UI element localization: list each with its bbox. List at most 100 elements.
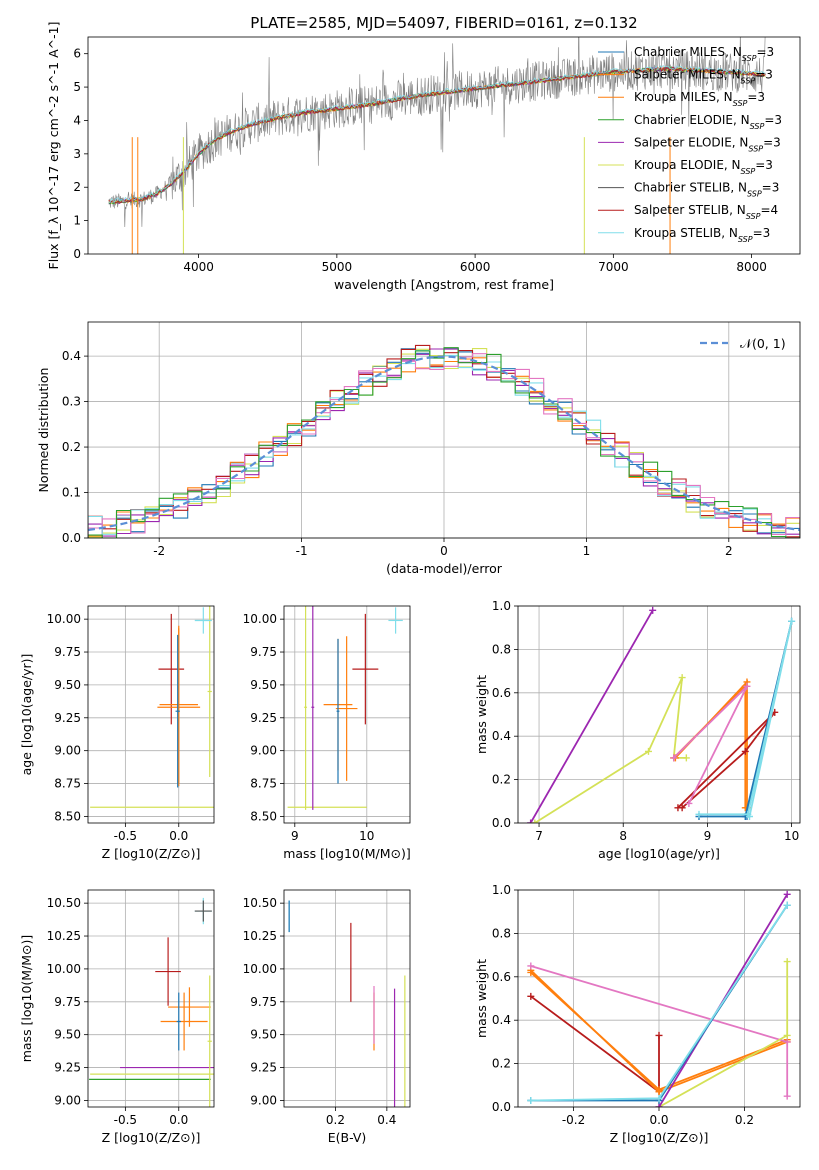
errorbar-cross	[335, 636, 358, 781]
errorbar-cross	[168, 987, 211, 1027]
y-tick-label: 8.50	[54, 809, 81, 823]
x-axis-label: Z [log10(Z/Z⊙)]	[102, 1130, 201, 1145]
legend-entry: 𝒩(0, 1)	[700, 336, 786, 351]
y-axis-label: mass weight	[474, 959, 489, 1038]
axes-frame	[517, 605, 801, 824]
x-axis-label: Z [log10(Z/Z⊙)]	[610, 1130, 709, 1145]
y-tick-label: 5	[73, 80, 81, 94]
x-tick-label: 9	[291, 829, 299, 843]
plus-marker	[655, 1031, 663, 1039]
legend-label: 𝒩(0, 1)	[740, 336, 786, 351]
y-tick-label: 9.75	[54, 645, 81, 659]
legend-entry: Chabrier STELIB, NSSP=3	[598, 181, 779, 199]
y-tick-label: 9.25	[54, 1061, 81, 1075]
plus-marker	[783, 1031, 791, 1039]
y-tick-label: 0.0	[62, 531, 81, 545]
y-tick-label: 0.4	[492, 729, 511, 743]
residual-histogram	[88, 348, 800, 538]
y-tick-label: 0.4	[62, 349, 81, 363]
legend-label: Kroupa MILES, NSSP=3	[634, 90, 765, 108]
x-tick-label: 7	[535, 829, 543, 843]
plus-marker	[682, 754, 690, 762]
residual-histogram	[88, 357, 800, 538]
legend-entry: Kroupa MILES, NSSP=3	[598, 90, 765, 108]
observed-spectrum	[108, 37, 766, 228]
legend-label: Kroupa ELODIE, NSSP=3	[634, 158, 773, 176]
plot-area	[90, 606, 214, 808]
legend-label: Salpeter ELODIE, NSSP=3	[634, 135, 781, 153]
x-tick-label: 2	[725, 544, 733, 558]
y-tick-label: 0.0	[492, 1100, 511, 1114]
plus-marker	[527, 962, 535, 970]
axes-frame	[87, 889, 215, 1108]
x-tick-label: 8	[619, 829, 627, 843]
y-tick-label: 0.6	[492, 686, 511, 700]
errorbar-cross	[158, 613, 185, 725]
axes-frame	[283, 605, 411, 824]
plus-marker	[644, 747, 652, 755]
legend-entry: Kroupa ELODIE, NSSP=3	[598, 158, 773, 176]
y-tick-label: 10.00	[47, 962, 81, 976]
plus-marker	[655, 1094, 663, 1102]
plot-area	[288, 900, 406, 1107]
chart-residuals: -2 -1 0 1 2 0.0 0.1 0.2 0.3 0.4 (data-model)/error…	[36, 321, 801, 576]
plus-marker	[685, 799, 693, 807]
chart-age-vs-Z: -0.5 0.0 8.50 8.75 9.00 9.25 9.50 9.75 10.00 Z [l…	[19, 605, 215, 861]
x-tick-label: 9	[704, 829, 712, 843]
x-tick-label: -0.2	[562, 1113, 585, 1127]
grid	[88, 606, 214, 823]
errorbar-cross	[194, 900, 212, 922]
x-tick-label: 0	[440, 544, 448, 558]
y-tick-label: 10.25	[243, 929, 277, 943]
y-tick-label: 6	[73, 47, 81, 61]
plus-marker	[745, 812, 753, 820]
x-tick-label: 7000	[598, 260, 629, 274]
legend-entry: Salpeter MILES, NSSP=3	[598, 68, 773, 86]
plus-marker	[678, 674, 686, 682]
x-tick-label: 0.0	[169, 829, 188, 843]
model-spectrum	[108, 65, 766, 203]
series-line	[530, 995, 660, 1094]
residual-histogram	[88, 353, 800, 538]
errorbar-cross	[194, 607, 212, 634]
y-tick-label: 4	[73, 113, 81, 127]
y-tick-label: 0.2	[492, 773, 511, 787]
y-tick-label: 9.50	[54, 1028, 81, 1042]
legend-entry: Chabrier MILES, NSSP=3	[598, 45, 774, 63]
chart-massweight-vs-age: 7 8 9 10 0.0 0.2 0.4 0.6 0.8 1.0 age [log10(age/yr…	[474, 599, 801, 861]
plus-marker	[743, 682, 751, 690]
chart-mass-vs-Z: -0.5 0.0 9.00 9.25 9.50 9.75 10.00 10.25 10.50 Z …	[19, 889, 215, 1145]
x-axis-label: Z [log10(Z/Z⊙)]	[102, 846, 201, 861]
chart-spectrum: 4000 5000 6000 7000 8000 0 1 2 3 4 5 6 wavelength [A…	[46, 22, 801, 292]
y-tick-label: 10.00	[243, 962, 277, 976]
axes-frame	[517, 889, 801, 1108]
legend-label: Chabrier STELIB, NSSP=3	[634, 181, 779, 199]
x-tick-label: -0.5	[114, 829, 137, 843]
y-tick-label: 1.0	[492, 599, 511, 613]
y-tick-label: 10.25	[47, 929, 81, 943]
x-tick-label: 0.2	[735, 1113, 754, 1127]
plot-area	[89, 897, 214, 1107]
y-tick-label: 9.75	[54, 995, 81, 1009]
plus-marker	[527, 968, 535, 976]
y-tick-label: 9.25	[54, 711, 81, 725]
plus-marker	[741, 747, 749, 755]
y-tick-label: 9.00	[54, 1093, 81, 1107]
y-tick-label: 9.00	[250, 1093, 277, 1107]
x-axis-label: wavelength [Angstrom, rest frame]	[334, 277, 554, 292]
plus-marker	[783, 901, 791, 909]
legend-label: Salpeter MILES, NSSP=3	[634, 68, 773, 86]
legend-label: Kroupa STELIB, NSSP=3	[634, 226, 770, 244]
x-tick-label: 4000	[183, 260, 214, 274]
x-tick-label: 1	[583, 544, 591, 558]
x-axis-label: age [log10(age/yr)]	[598, 846, 720, 861]
errorbar-cross	[311, 606, 315, 810]
x-tick-label: 10	[784, 829, 799, 843]
plus-marker	[649, 606, 657, 614]
y-tick-label: 9.25	[250, 711, 277, 725]
x-tick-label: 6000	[460, 260, 491, 274]
y-tick-label: 10.00	[243, 612, 277, 626]
errorbar-cross	[157, 628, 201, 787]
mass-weight-series	[674, 708, 779, 812]
